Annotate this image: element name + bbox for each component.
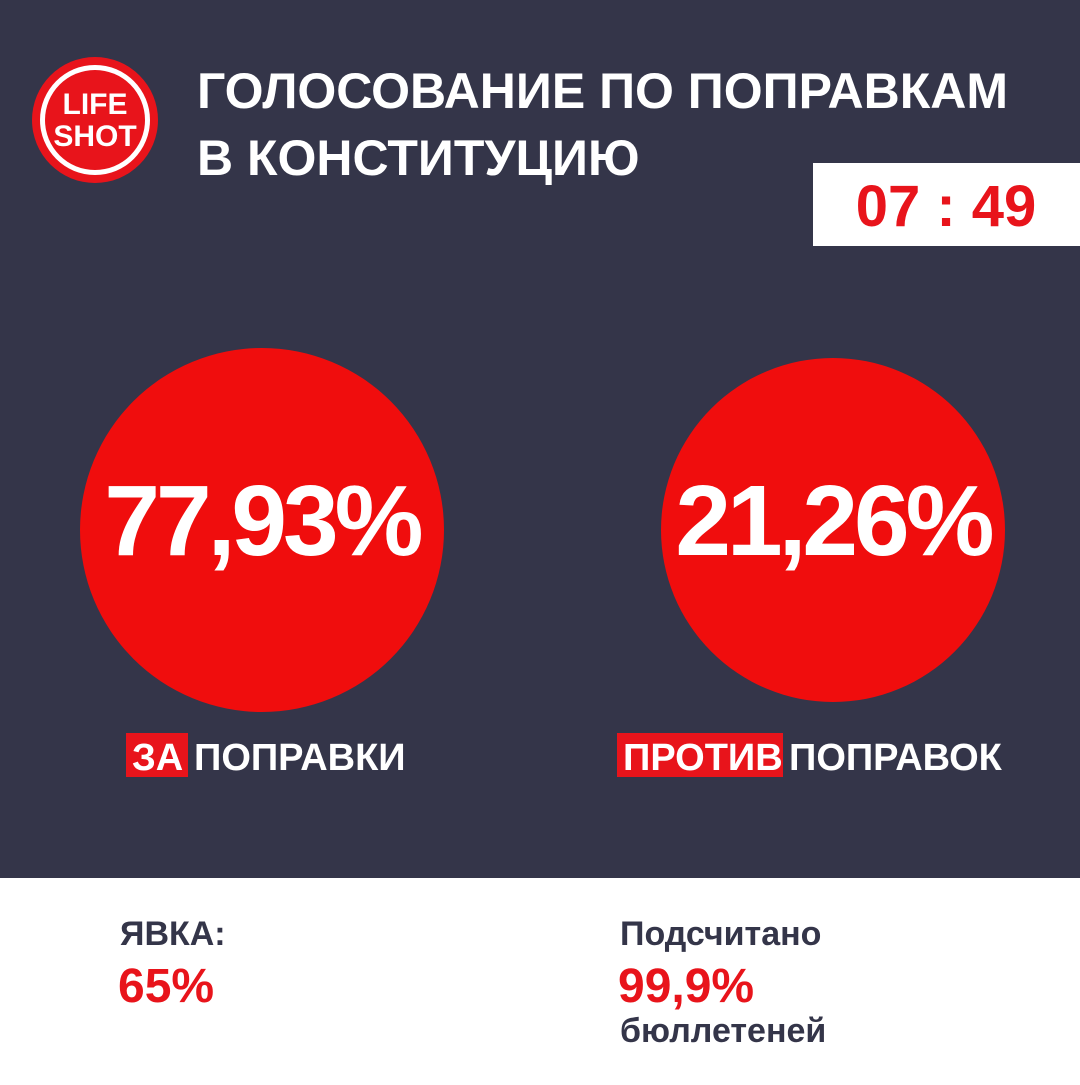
result-label: ПОПРАВОК <box>789 737 1003 779</box>
result-circle <box>661 358 1005 702</box>
time-box <box>813 163 1080 246</box>
highlight-box <box>126 733 188 777</box>
counted-unit: бюллетеней <box>620 1012 826 1050</box>
logo-inner <box>45 70 145 170</box>
title: В КОНСТИТУЦИЮ <box>197 130 640 186</box>
counted-value: 99,9% <box>618 960 754 1013</box>
logo: LIFE SHOT <box>32 57 158 183</box>
result-label: ПОПРАВКИ <box>194 737 406 779</box>
title: ГОЛОСОВАНИЕ ПО ПОПРАВКАМ <box>197 63 1008 119</box>
turnout-label: ЯВКА: <box>120 915 226 953</box>
highlight-label: ЗА <box>132 737 183 779</box>
footer-background <box>0 878 1080 1080</box>
time: 07 : 49 <box>856 174 1037 239</box>
logo-text: LIFE <box>63 88 128 121</box>
logo-text: SHOT <box>53 120 136 153</box>
result-value: 77,93% <box>104 465 421 577</box>
highlight-box <box>617 733 783 777</box>
result-circle <box>80 348 444 712</box>
turnout-value: 65% <box>118 960 214 1013</box>
result-value: 21,26% <box>675 465 992 577</box>
highlight-label: ПРОТИВ <box>623 737 783 779</box>
counted-label: Подсчитано <box>620 915 821 953</box>
